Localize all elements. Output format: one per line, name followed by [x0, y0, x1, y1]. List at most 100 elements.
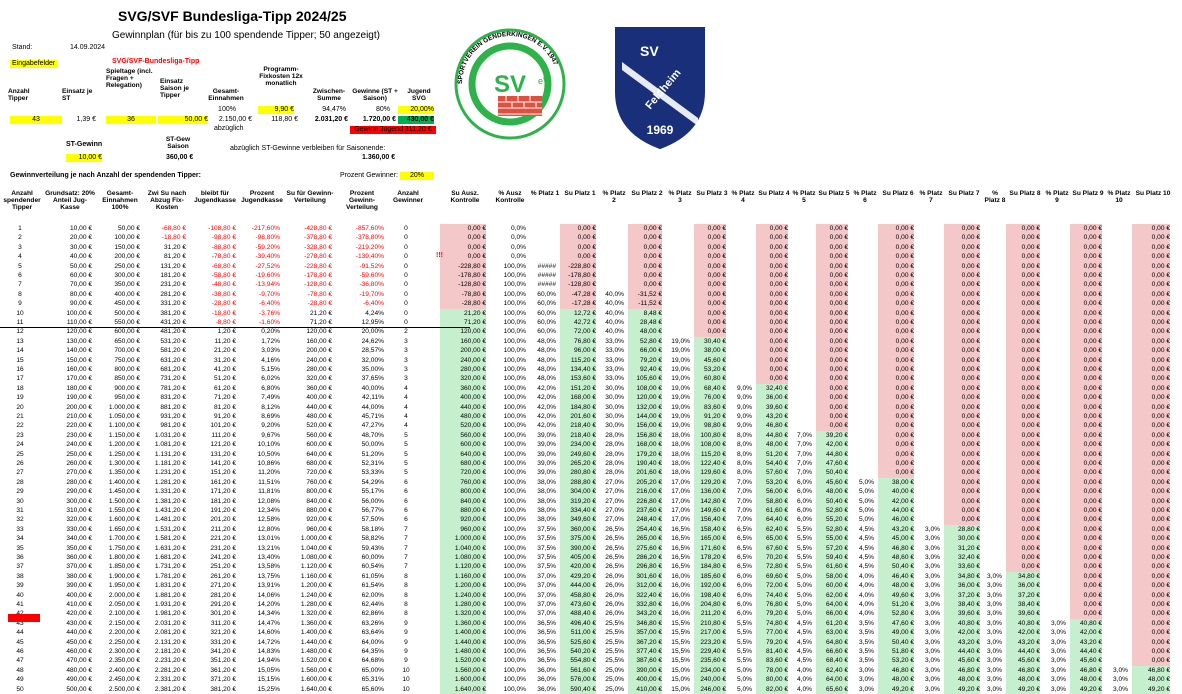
programm-monthly-input[interactable]: 9,90 €	[258, 106, 294, 114]
cell-s10: 0,00 €	[1132, 571, 1170, 582]
cell-s10: 0,00 €	[1132, 336, 1170, 347]
cell-s9: 0,00 €	[1070, 261, 1102, 271]
cell-s10: 0,00 €	[1132, 581, 1170, 591]
prozent-gewinner-input[interactable]: 20%	[400, 172, 434, 180]
cell-p10	[1106, 572, 1128, 581]
cell-s8: 0,00 €	[1006, 233, 1040, 243]
cell-p10	[1106, 393, 1128, 402]
cell-b: 1.800,00 €	[108, 554, 140, 561]
cell-s6: 49,00 €	[878, 628, 914, 638]
table-row: 1 10,00 €50,00 € -68,80 € -108,80 € -217,60%…	[0, 224, 1182, 234]
st-gewinn-input[interactable]: 10,00 €	[66, 154, 102, 162]
cell-p8	[984, 393, 1002, 402]
cell-p2: 30,0%	[605, 384, 624, 392]
cell-kp: 100,0%	[503, 281, 526, 289]
cell-p4: 6,0%	[736, 591, 752, 599]
cell-p10	[1106, 346, 1128, 355]
cell-s4: 0,00 €	[756, 280, 788, 290]
cell-p2: 25,0%	[605, 676, 624, 684]
cell-f: 360,00 €	[306, 384, 332, 392]
cell-s10: 0,00 €	[1132, 327, 1170, 337]
cell-c: 1.881,20 €	[154, 591, 186, 599]
cell-s7: 0,00 €	[944, 468, 980, 478]
cell-f: -378,80 €	[304, 234, 332, 242]
cell-n: 48	[16, 666, 24, 674]
cell-n: 36	[16, 554, 24, 561]
cell-s7: 33,60 €	[944, 562, 980, 572]
cell-p3: 16,0%	[671, 582, 690, 590]
cell-p6: 5,0%	[858, 478, 874, 486]
cell-s7: 36,00 €	[944, 581, 980, 591]
cell-e: 13,91%	[257, 582, 280, 590]
cell-s10: 0,00 €	[1132, 440, 1170, 450]
cell-p2: 25,0%	[605, 666, 624, 674]
jugend-pct-input[interactable]: 20,00%	[398, 106, 434, 114]
cell-p6	[852, 299, 874, 308]
cell-p2: 25,5%	[605, 638, 624, 646]
anzahl-tipper-input[interactable]: 43	[10, 116, 62, 124]
cell-s4: 0,00 €	[756, 299, 788, 309]
cell-h: 9	[404, 619, 408, 627]
spieltage-input[interactable]: 36	[106, 116, 156, 124]
cell-p2: 27,0%	[605, 516, 624, 524]
cell-p1: 39,0%	[537, 450, 556, 458]
cell-kp: 100,0%	[503, 337, 526, 345]
cell-s6: 0,00 €	[878, 327, 914, 337]
cell-p10	[1106, 356, 1128, 365]
cell-p10	[1106, 515, 1128, 524]
cell-s5: 0,00 €	[816, 289, 848, 300]
cell-p6: 3,5%	[858, 629, 874, 637]
cell-f: 320,00 €	[306, 375, 332, 383]
cell-p10	[1106, 628, 1128, 637]
cell-g: 62,44%	[361, 601, 384, 608]
cell-s4: 0,00 €	[756, 346, 788, 356]
cell-k: 1.600,00 €	[440, 675, 486, 685]
cell-p4	[730, 356, 752, 365]
cell-p3: 19,0%	[671, 347, 690, 355]
column-header-a: Grundsatz: 20% Anteil Jug-Kasse	[45, 190, 95, 212]
cell-p9	[1044, 544, 1066, 553]
cell-s5: 0,00 €	[816, 393, 848, 403]
cell-s9: 45,60 €	[1070, 656, 1102, 666]
table-row: 46 460,00 €2.300,00 €2.181,20 €341,20 €14…	[0, 647, 1182, 657]
cell-p10	[1106, 327, 1128, 336]
cell-c: -68,80 €	[161, 225, 186, 232]
cell-s6: 42,00 €	[878, 496, 914, 506]
cell-f: 1.440,00 €	[300, 638, 332, 646]
cell-h: 3	[404, 366, 408, 373]
cell-g: -36,80%	[359, 281, 384, 289]
cell-k: 1.040,00 €	[440, 543, 486, 553]
cell-p7	[918, 318, 940, 327]
cell-s9: 0,00 €	[1070, 336, 1102, 347]
table-row: 24 240,00 €1.200,00 €1.081,20 €121,20 €10…	[0, 440, 1182, 450]
cell-s5: 0,00 €	[816, 412, 848, 422]
cell-s3: 192,00 €	[694, 581, 726, 591]
cell-p7	[918, 393, 940, 402]
cell-p7	[918, 421, 940, 430]
cell-s3: 0,00 €	[694, 261, 726, 271]
cell-s9: 0,00 €	[1070, 487, 1102, 497]
svg-text:1969: 1969	[647, 123, 674, 137]
cell-s4: 0,00 €	[756, 327, 788, 337]
cell-s7: 0,00 €	[944, 355, 980, 365]
cell-p8	[984, 233, 1002, 242]
column-header-p5: % Platz 5	[792, 190, 816, 205]
cell-g: 65,60%	[361, 685, 384, 693]
cell-s8: 36,00 €	[1006, 581, 1040, 591]
cell-p8	[984, 374, 1002, 383]
cell-s6: 49,60 €	[878, 590, 914, 600]
cell-p6: 5,0%	[858, 507, 874, 514]
cell-p1: 37,5%	[537, 544, 556, 552]
cell-p10	[1106, 534, 1128, 543]
cell-d: 171,20 €	[210, 488, 236, 496]
cell-s2: 301,60 €	[628, 571, 662, 582]
cell-f: 680,00 €	[306, 460, 332, 467]
cell-n: 16	[16, 366, 24, 373]
cell-p3: 15,0%	[671, 685, 690, 693]
cell-s10: 0,00 €	[1132, 459, 1170, 469]
column-header-kp: % Ausz Kontrolle	[495, 190, 525, 205]
cell-p1: 38,0%	[537, 507, 556, 514]
einsatz-saison-input[interactable]: 50,00 €	[158, 116, 208, 124]
cell-k: 200,00 €	[440, 346, 486, 356]
cell-g: 28,57%	[361, 347, 384, 355]
